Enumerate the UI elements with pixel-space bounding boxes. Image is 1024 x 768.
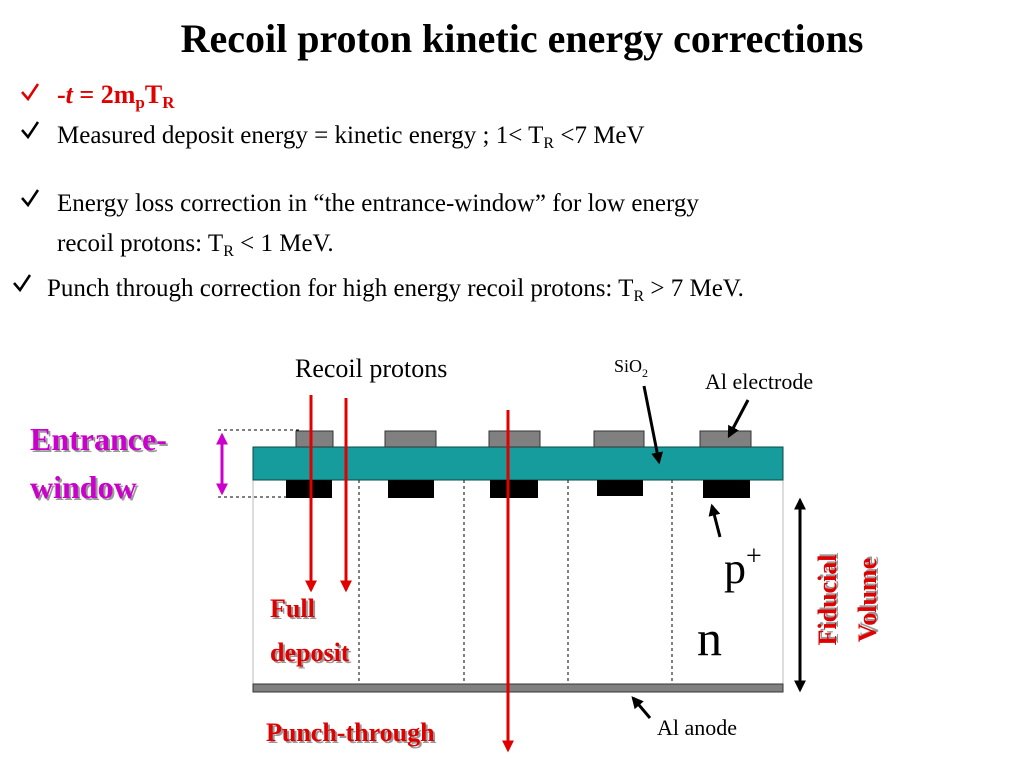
label: Full (270, 594, 315, 623)
text-part: recoil protons: T (57, 230, 223, 257)
text-part: + (746, 541, 762, 572)
text-part: R (543, 135, 554, 152)
text-part: < 1 MeV. (234, 230, 334, 257)
bullet: Measured deposit energy = kinetic energy… (57, 122, 645, 152)
text-part: SiO (614, 356, 642, 376)
text-part: <7 MeV (554, 122, 644, 149)
label: n (697, 610, 722, 666)
text-part: R (223, 243, 234, 260)
checkmarks (13, 83, 40, 293)
label: p+ (724, 541, 762, 593)
text-part: = 2m (73, 80, 136, 109)
bullet: Punch through correction for high energy… (47, 275, 744, 305)
label: Al electrode (705, 369, 813, 394)
label: SiO2 (614, 356, 648, 380)
text-part: p (724, 544, 746, 593)
label: Punch-through (266, 718, 435, 747)
text-part: t (66, 80, 74, 109)
title: Recoil proton kinetic energy corrections (181, 16, 864, 61)
text-part: T (145, 80, 162, 109)
bullet: Energy loss correction in “the entrance-… (57, 190, 699, 217)
text-part: Punch through correction for high energy… (47, 275, 633, 302)
text-part: p (135, 93, 144, 112)
text-part: > 7 MeV. (644, 275, 744, 302)
label: deposit (270, 638, 350, 667)
text-part: R (633, 288, 644, 305)
text-part: - (57, 80, 66, 109)
text-part: R (162, 93, 175, 112)
bullet: -t = 2mpTR (57, 80, 175, 112)
label: Entrance- (30, 421, 167, 457)
label: Fiducial (813, 554, 842, 645)
arrows (216, 385, 806, 753)
label: Recoil protons (295, 354, 447, 383)
label: window (30, 469, 137, 505)
text-part: Energy loss correction in “the entrance-… (57, 190, 699, 217)
text-part: Measured deposit energy = kinetic energy… (57, 122, 543, 149)
bullet: recoil protons: TR < 1 MeV. (57, 230, 334, 260)
label: Volume (853, 558, 882, 642)
text-part: 2 (642, 366, 648, 380)
label: Al anode (657, 715, 737, 740)
